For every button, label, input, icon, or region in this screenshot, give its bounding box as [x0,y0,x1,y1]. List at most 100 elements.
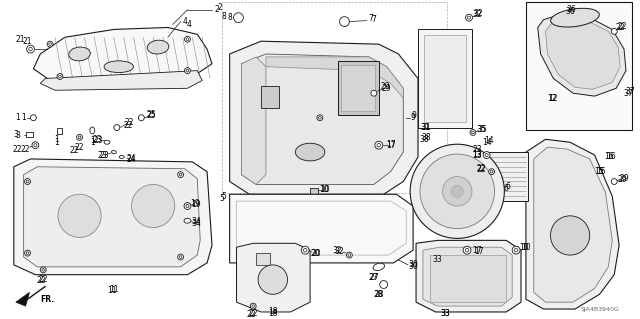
Ellipse shape [147,40,169,54]
Text: 4: 4 [187,20,192,29]
Text: 34: 34 [191,219,201,228]
Bar [256,253,270,265]
Ellipse shape [296,143,325,161]
Circle shape [59,75,61,78]
Circle shape [442,177,472,206]
Circle shape [114,125,120,130]
Circle shape [485,153,488,157]
Text: SJA4B3940G: SJA4B3940G [580,307,619,312]
Text: 4: 4 [183,17,188,26]
Circle shape [234,13,243,23]
Text: 18: 18 [268,308,278,316]
Bar [261,86,278,108]
Text: 14: 14 [482,138,492,147]
Ellipse shape [104,140,110,144]
Text: 8: 8 [227,13,232,22]
Text: 32: 32 [333,246,342,255]
Bar [222,2,447,193]
Text: 31: 31 [420,123,429,132]
Text: 25: 25 [147,110,156,119]
Text: 35: 35 [478,125,488,134]
Circle shape [184,68,191,74]
Circle shape [34,144,37,147]
Circle shape [26,180,29,183]
Circle shape [340,17,349,26]
Text: 27: 27 [368,273,378,282]
Bar [310,188,318,194]
Circle shape [611,28,617,34]
Circle shape [472,131,474,134]
Ellipse shape [184,218,191,223]
Circle shape [32,142,39,149]
Polygon shape [241,57,266,184]
Text: 22: 22 [618,22,627,31]
Polygon shape [230,41,418,194]
Circle shape [186,38,189,41]
Text: 21: 21 [23,37,32,46]
Circle shape [371,90,377,96]
Circle shape [317,115,323,121]
Circle shape [512,246,520,254]
Polygon shape [416,240,521,312]
Circle shape [178,254,184,260]
Text: 12: 12 [548,93,558,103]
Text: 37: 37 [625,87,635,96]
Ellipse shape [104,61,134,73]
Text: 36: 36 [565,7,575,16]
Text: 23: 23 [93,136,103,145]
Polygon shape [538,15,626,96]
Text: 32: 32 [472,10,482,19]
Polygon shape [534,147,612,302]
Circle shape [186,69,189,72]
Circle shape [138,115,144,121]
Text: 12: 12 [548,93,557,103]
Circle shape [550,216,589,255]
Circle shape [47,41,53,47]
Text: 14: 14 [484,136,493,145]
Circle shape [27,45,35,53]
Text: 24: 24 [127,154,136,163]
Polygon shape [526,139,619,309]
Text: 1: 1 [90,136,95,145]
Circle shape [470,130,476,135]
Circle shape [465,14,472,21]
Ellipse shape [68,47,90,61]
Circle shape [467,16,470,19]
Circle shape [380,281,388,288]
Circle shape [483,152,490,159]
Text: 19: 19 [191,200,201,209]
Text: 1: 1 [15,113,20,122]
Circle shape [463,246,471,254]
Ellipse shape [119,155,124,159]
Polygon shape [24,167,200,267]
Text: 10: 10 [519,243,529,252]
Text: 21: 21 [16,35,26,44]
Circle shape [58,194,101,237]
Circle shape [29,47,32,51]
Ellipse shape [373,263,385,271]
Circle shape [24,179,31,184]
Circle shape [184,36,191,42]
Text: 13: 13 [472,151,482,160]
Text: 35: 35 [477,125,486,134]
Text: 6: 6 [504,184,509,193]
Circle shape [186,204,189,208]
Text: 5: 5 [220,194,224,203]
Text: 33: 33 [440,309,451,318]
Circle shape [179,173,182,176]
Text: 7: 7 [369,14,373,23]
Text: 22: 22 [36,276,46,285]
Circle shape [489,169,495,174]
Circle shape [465,249,469,252]
Text: 25: 25 [147,111,156,120]
Text: 34: 34 [191,217,201,226]
Circle shape [24,250,31,256]
Circle shape [346,252,352,258]
Circle shape [375,141,383,149]
Bar [418,29,472,128]
Text: 11: 11 [107,286,116,295]
Text: 38: 38 [421,133,431,142]
Text: 23: 23 [92,135,102,144]
Text: 2: 2 [218,3,222,12]
Polygon shape [14,159,212,275]
